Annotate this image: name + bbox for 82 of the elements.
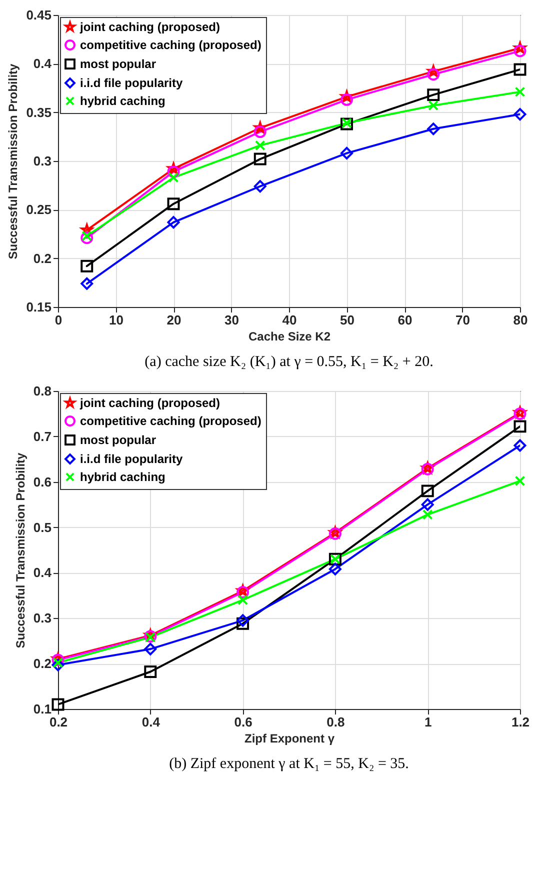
point — [52, 698, 64, 711]
point — [514, 86, 526, 98]
y-tick-label: 0.8 — [33, 384, 52, 398]
y-tick-label: 0.25 — [26, 202, 52, 218]
point — [254, 152, 266, 166]
text: (a) cache size K₂ (K₁) at γ = 0.55, K₁ = K₂ + 20. — [144, 354, 434, 370]
point — [168, 172, 179, 183]
point — [514, 476, 526, 486]
y-axis-title: Successful Transmission Probility — [6, 63, 20, 260]
x-tick-label: 0.2 — [49, 714, 68, 730]
x-tick-label: 30 — [224, 312, 239, 328]
x-tick-label: 0.8 — [326, 714, 345, 730]
legend-label: joint caching (proposed) — [79, 396, 220, 410]
x-tick-label: 1.2 — [511, 714, 530, 730]
text: (b) Zipf exponent γ at K₁ = 55, K₂ = 35. — [169, 756, 409, 772]
point — [514, 108, 526, 121]
x-tick-label: 1 — [424, 714, 432, 730]
x-axis-title: Cache Size K2 — [248, 330, 331, 344]
point — [254, 180, 266, 193]
y-tick-label: 0.3 — [33, 610, 52, 626]
x-axis-title: Zipf Exponent γ — [244, 732, 335, 746]
legend-label: most popular — [80, 57, 156, 71]
x-tick-label: 70 — [456, 312, 470, 328]
point — [52, 658, 64, 672]
x-tick-label: 60 — [398, 312, 412, 328]
point — [422, 509, 433, 520]
x-tick-label: 80 — [513, 312, 528, 328]
point — [144, 642, 157, 656]
x-tick-label: 0.6 — [234, 714, 252, 730]
point — [238, 594, 248, 606]
legend-label: i.i.d file popularity — [80, 452, 183, 466]
point — [167, 216, 180, 229]
point — [82, 230, 92, 242]
point — [144, 666, 157, 678]
point — [421, 498, 434, 511]
point — [167, 165, 180, 178]
point — [80, 232, 94, 244]
legend-label: i.i.d file popularity — [80, 76, 183, 90]
y-tick-label: 0.1 — [33, 702, 52, 716]
point — [236, 614, 250, 627]
x-tick-label: 10 — [109, 312, 124, 328]
point — [236, 617, 250, 630]
point — [328, 562, 342, 576]
y-tick-label: 0.2 — [33, 250, 52, 266]
point — [514, 63, 526, 76]
legend-label: most popular — [80, 433, 156, 447]
point — [254, 126, 266, 138]
legend-label: hybrid caching — [80, 470, 166, 484]
point — [514, 44, 526, 58]
point — [254, 140, 266, 151]
legend-label: hybrid caching — [80, 94, 166, 108]
point — [80, 260, 94, 272]
point — [427, 88, 440, 102]
point — [80, 277, 94, 290]
x-tick-label: 40 — [282, 312, 297, 328]
y-tick-label: 0.7 — [33, 428, 52, 444]
point — [427, 68, 440, 81]
y-tick-label: 0.3 — [33, 154, 52, 168]
point — [421, 484, 434, 498]
x-tick-label: 50 — [340, 312, 354, 328]
point — [514, 420, 526, 433]
y-tick-label: 0.4 — [33, 565, 52, 580]
x-tick-label: 0 — [54, 312, 62, 328]
point — [167, 198, 180, 210]
y-tick-label: 0.2 — [33, 656, 52, 672]
x-tick-label: 20 — [166, 312, 182, 328]
x-tick-label: 0.4 — [142, 714, 161, 730]
legend-label: competitive caching (proposed) — [80, 38, 262, 52]
point — [340, 93, 353, 106]
y-axis-title: Successful Transmission Probility — [13, 452, 28, 648]
y-tick-label: 0.6 — [33, 474, 52, 490]
legend-label: joint caching (proposed) — [79, 20, 220, 34]
y-tick-label: 0.15 — [26, 300, 52, 314]
y-tick-label: 0.5 — [33, 520, 52, 535]
point — [428, 100, 439, 111]
y-tick-label: 0.4 — [33, 56, 52, 72]
legend-label: competitive caching (proposed) — [80, 414, 262, 428]
y-tick-label: 0.35 — [26, 104, 52, 120]
point — [427, 122, 440, 136]
point — [340, 146, 353, 160]
point — [514, 439, 526, 452]
y-tick-label: 0.45 — [26, 8, 52, 22]
